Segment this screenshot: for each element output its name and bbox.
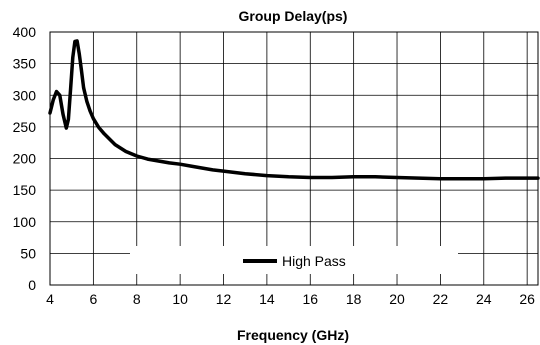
y-tick-label: 100 xyxy=(13,214,37,230)
x-tick-label: 6 xyxy=(89,291,97,307)
x-tick-label: 10 xyxy=(172,291,188,307)
x-axis-label: Frequency (GHz) xyxy=(237,327,349,343)
x-tick-label: 18 xyxy=(346,291,362,307)
series-line-high-pass xyxy=(48,39,540,181)
y-tick-label: 350 xyxy=(13,56,37,72)
x-tick-label: 4 xyxy=(46,291,54,307)
plot-frame xyxy=(49,31,539,286)
legend-label-high-pass: High Pass xyxy=(282,253,346,269)
series-layer xyxy=(48,39,540,181)
x-tick-label: 8 xyxy=(133,291,141,307)
y-tick-label: 400 xyxy=(13,24,37,40)
chart-title: Group Delay(ps) xyxy=(239,8,348,24)
x-tick-label: 22 xyxy=(433,291,449,307)
y-tick-label: 300 xyxy=(13,87,37,103)
axes: 4 6 8 10 12 14 16 18 20 22 24 26 0 50 100 150 200 250 300 3… xyxy=(13,24,539,307)
y-tick-label: 250 xyxy=(13,119,37,135)
legend-background xyxy=(130,246,458,274)
y-tick-label: 50 xyxy=(20,245,36,261)
x-tick-label: 12 xyxy=(216,291,232,307)
legend: High Pass xyxy=(130,246,458,274)
x-tick-label: 20 xyxy=(389,291,405,307)
x-tick-label: 14 xyxy=(259,291,275,307)
x-tick-label: 24 xyxy=(476,291,492,307)
y-tick-label: 200 xyxy=(13,151,37,167)
x-tick-label: 16 xyxy=(302,291,318,307)
x-tick-label: 26 xyxy=(519,291,535,307)
y-tick-label: 150 xyxy=(13,182,37,198)
y-tick-label: 0 xyxy=(28,277,36,293)
